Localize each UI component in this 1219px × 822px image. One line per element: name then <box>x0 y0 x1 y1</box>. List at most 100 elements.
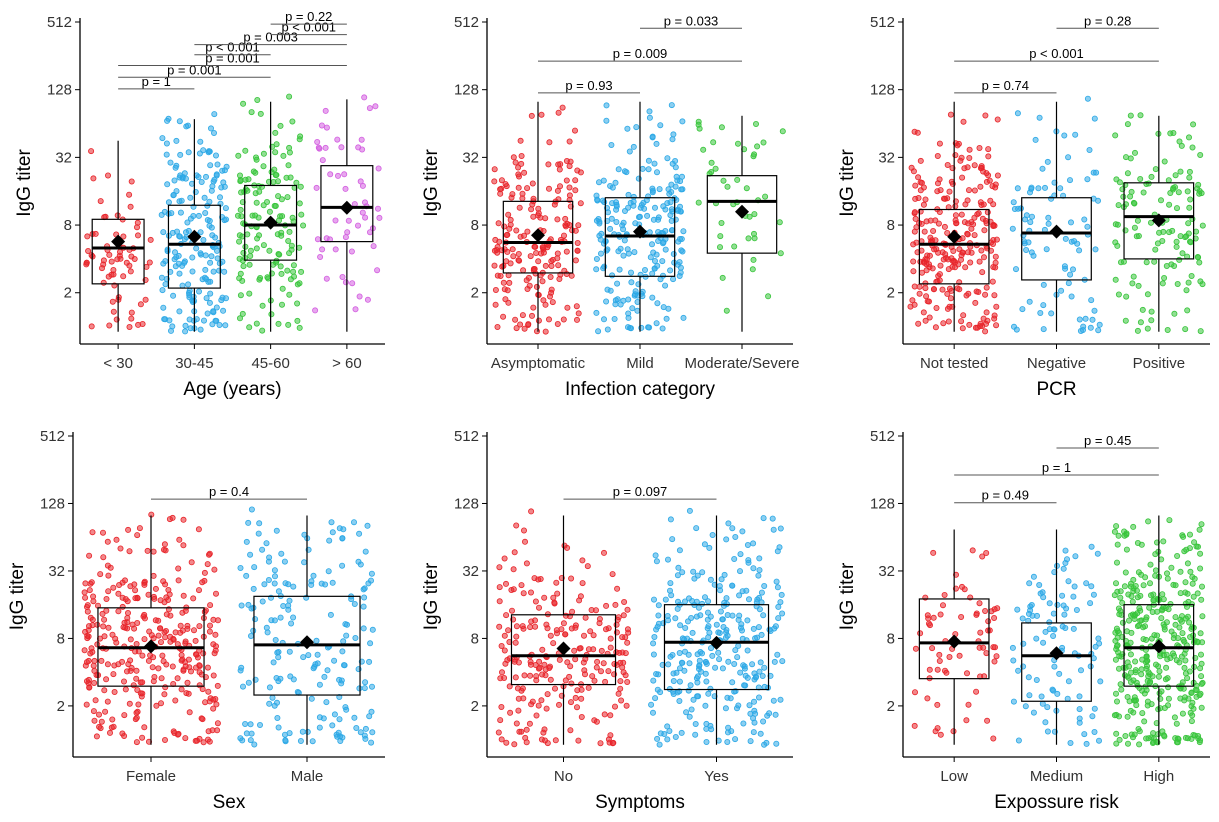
data-point <box>519 312 526 319</box>
data-point <box>973 611 980 618</box>
data-point <box>772 711 779 718</box>
data-point <box>1070 625 1077 632</box>
data-point <box>1124 121 1131 128</box>
data-point <box>188 559 195 566</box>
x-axis-label: Infection category <box>565 379 715 400</box>
data-point <box>722 705 729 712</box>
data-point <box>532 617 539 624</box>
data-point <box>1179 710 1186 717</box>
data-point <box>1172 172 1179 179</box>
data-point <box>1122 569 1129 576</box>
data-point <box>919 269 926 276</box>
data-point <box>677 622 684 629</box>
data-point <box>581 667 588 674</box>
data-point <box>946 188 953 195</box>
data-point <box>161 737 168 744</box>
data-point <box>971 232 978 239</box>
data-point <box>184 219 191 226</box>
data-point <box>924 695 931 702</box>
data-point <box>630 143 637 150</box>
data-point <box>172 164 179 171</box>
data-point <box>149 664 156 671</box>
data-point <box>200 650 207 657</box>
data-point <box>777 696 784 703</box>
data-point <box>248 109 255 116</box>
data-point <box>603 117 610 124</box>
data-point <box>692 721 699 728</box>
data-point <box>538 736 545 743</box>
data-point <box>1112 656 1119 663</box>
data-point <box>1126 698 1133 705</box>
x-tick-label: High <box>1143 768 1174 785</box>
data-point <box>178 657 185 664</box>
data-point <box>343 621 350 628</box>
data-point <box>495 220 502 227</box>
data-point <box>1065 154 1072 161</box>
data-point <box>134 219 141 226</box>
data-point <box>323 275 330 282</box>
data-point <box>110 308 117 315</box>
data-point <box>1183 287 1190 294</box>
data-point <box>659 258 666 265</box>
data-point <box>562 677 569 684</box>
data-point <box>653 558 660 565</box>
data-point <box>1176 256 1183 263</box>
data-point <box>110 271 117 278</box>
data-point <box>376 214 383 221</box>
data-point <box>121 712 128 719</box>
data-point <box>550 640 557 647</box>
data-point <box>631 249 638 256</box>
data-point <box>368 739 375 746</box>
data-point <box>195 212 202 219</box>
data-point <box>141 724 148 731</box>
data-point <box>776 544 783 551</box>
data-point <box>515 659 522 666</box>
mean-marker <box>1049 224 1064 239</box>
data-point <box>1068 293 1075 300</box>
data-point <box>776 219 783 226</box>
data-point <box>496 598 503 605</box>
data-point <box>1014 110 1021 117</box>
data-point <box>1185 230 1192 237</box>
data-point <box>962 201 969 208</box>
data-point <box>210 129 217 136</box>
data-point <box>204 664 211 671</box>
data-point <box>173 188 180 195</box>
data-point <box>1195 254 1202 261</box>
data-point <box>663 315 670 322</box>
data-point <box>685 618 692 625</box>
data-point <box>652 552 659 559</box>
data-point <box>1092 246 1099 253</box>
data-point <box>979 215 986 222</box>
data-point <box>609 272 616 279</box>
data-point <box>957 157 964 164</box>
data-point <box>265 577 272 584</box>
data-point <box>976 644 983 651</box>
data-point <box>137 679 144 686</box>
data-point <box>908 164 915 171</box>
data-point <box>242 721 249 728</box>
data-point <box>911 210 918 217</box>
data-point <box>366 713 373 720</box>
data-point <box>111 689 118 696</box>
data-point <box>340 638 347 645</box>
x-tick-label: Negative <box>1027 355 1086 372</box>
data-point <box>1198 596 1205 603</box>
data-point <box>1144 325 1151 332</box>
data-point <box>1152 572 1159 579</box>
data-point <box>277 675 284 682</box>
box-2 <box>167 119 221 332</box>
data-point <box>510 586 517 593</box>
data-point <box>208 253 215 260</box>
data-point <box>577 645 584 652</box>
data-point <box>751 670 758 677</box>
data-point <box>1112 276 1119 283</box>
data-point <box>668 102 675 109</box>
data-point <box>1148 173 1155 180</box>
data-point <box>322 107 329 114</box>
mean-marker <box>111 234 126 249</box>
data-point <box>736 592 743 599</box>
data-point <box>943 669 950 676</box>
data-point <box>508 607 515 614</box>
data-point <box>1113 646 1120 653</box>
